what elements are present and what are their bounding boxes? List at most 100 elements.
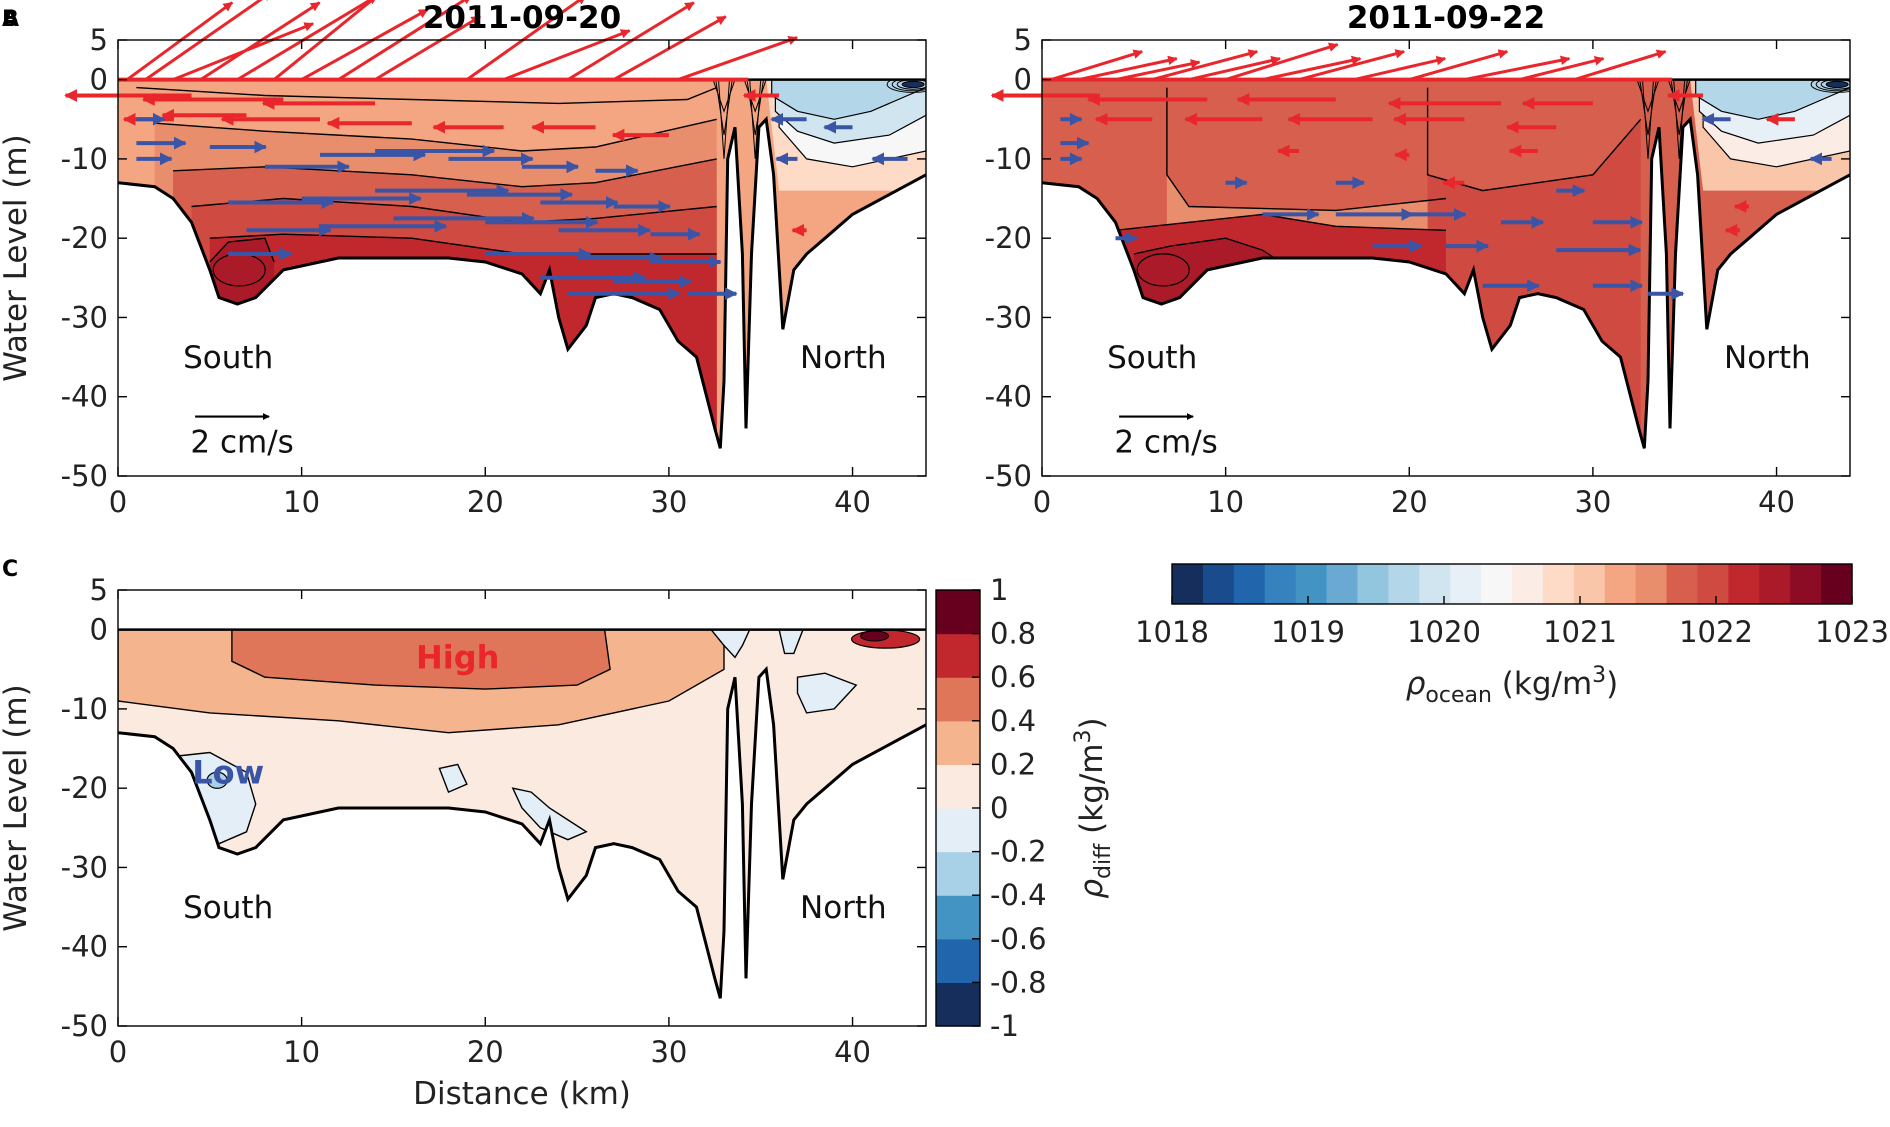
x-tick-label: 20	[467, 485, 504, 519]
velocity-scale-label: 2 cm/s	[1114, 425, 1217, 461]
x-tick-label: 40	[1758, 485, 1795, 519]
colorbar-swatch	[1542, 564, 1575, 604]
x-tick-label: 0	[109, 485, 127, 519]
velocity-arrow	[126, 1, 234, 81]
y-tick-label: -50	[985, 459, 1032, 493]
colorbar-swatch	[1357, 564, 1389, 604]
diff-high-core	[860, 630, 890, 642]
colorbar-swatch	[936, 808, 980, 853]
velocity-arrow	[1298, 49, 1406, 82]
velocity-arrow	[1050, 49, 1144, 82]
x-axis-label: Distance (km)	[413, 1076, 631, 1112]
velocity-arrow	[1353, 55, 1447, 82]
colorbar-swatch	[936, 895, 980, 940]
bottom-profile	[1041, 115, 1851, 449]
colorbar-tick-label: 1021	[1543, 615, 1617, 649]
density-contour	[209, 237, 275, 263]
colorbar-frame	[1171, 563, 1853, 605]
colorbar-tick-label: 0.4	[990, 704, 1036, 738]
y-tick-label: 5	[1014, 23, 1032, 57]
y-tick-label: -30	[985, 300, 1032, 334]
north-contour	[886, 79, 926, 93]
diff-colorbar: 1 0.8 0.6 0.4 0.2 0 -0.2 -0.4 -0.6 -0.8 -1 ρdiff (k…	[935, 573, 1116, 1043]
colorbar-swatch	[936, 938, 980, 983]
velocity-arrow	[1464, 55, 1571, 82]
velocity-arrow	[466, 0, 587, 81]
colorbar-swatch	[1326, 564, 1359, 604]
velocity-arrow	[1262, 55, 1362, 82]
colorbar-swatch	[1573, 564, 1606, 604]
region-label: North	[800, 890, 887, 926]
colorbar-tick-label: 0	[990, 791, 1008, 825]
low-label: Low	[192, 753, 264, 791]
velocity-arrow	[503, 29, 631, 81]
density-core	[1136, 253, 1190, 287]
colorbar-swatch	[936, 633, 980, 678]
region-label: South	[183, 890, 273, 926]
y-tick-label: -20	[985, 221, 1032, 255]
region-label: North	[1724, 340, 1811, 376]
velocity-arrow	[199, 1, 321, 81]
colorbar-tick-label: -0.8	[990, 965, 1047, 999]
colorbar-swatch	[1202, 564, 1235, 604]
density-contour	[209, 233, 717, 255]
velocity-arrow	[144, 0, 273, 81]
velocity-arrow	[1225, 42, 1339, 82]
velocity-arrow	[273, 0, 375, 81]
colorbar-swatch	[1821, 564, 1853, 604]
y-axis-label: Water Level (m)	[0, 134, 34, 382]
y-tick-label: -10	[985, 142, 1032, 176]
velocity-arrows	[990, 42, 1832, 301]
x-tick-label: 30	[650, 1035, 687, 1069]
colorbar-swatch	[1666, 564, 1699, 604]
colorbar-swatch	[936, 851, 980, 896]
y-axis: 5 0 -10 -20 -30 -40 -50	[61, 23, 926, 493]
colorbar-ticks: 1 0.8 0.6 0.4 0.2 0 -0.2 -0.4 -0.6 -0.8 -1	[972, 573, 1047, 1043]
high-label: High	[416, 638, 499, 676]
y-tick-label: -30	[61, 300, 108, 334]
colorbar-tick-label: -1	[990, 1009, 1019, 1043]
velocity-arrow	[236, 0, 379, 81]
y-tick-label: 5	[90, 23, 108, 57]
channel-contour	[1642, 79, 1654, 159]
colorbar-tick-label: 0.8	[990, 617, 1036, 651]
region-label: South	[183, 340, 273, 376]
y-tick-label: -50	[61, 1009, 108, 1043]
colorbar-swatch	[936, 720, 980, 765]
density-contour	[173, 158, 717, 188]
channel-contour	[1636, 79, 1660, 113]
colorbar-swatch	[1419, 564, 1451, 604]
y-tick-label: -20	[61, 771, 108, 805]
north-band	[771, 79, 926, 120]
y-tick-label: 0	[90, 63, 108, 97]
diff-low-region	[709, 629, 751, 659]
colorbar-tick-label: -0.2	[990, 835, 1047, 869]
north-band	[1695, 79, 1850, 120]
y-tick-label: -50	[61, 459, 108, 493]
x-axis: 0 10 20 30 40	[109, 590, 871, 1069]
colorbar-swatch	[1295, 564, 1328, 604]
north-contour	[1820, 79, 1850, 90]
y-tick-label: 5	[90, 573, 108, 607]
y-tick-label: 0	[90, 613, 108, 647]
velocity-arrow	[300, 8, 429, 81]
region-label: South	[1107, 340, 1197, 376]
y-tick-label: 0	[1014, 63, 1032, 97]
channel-contour	[749, 79, 762, 159]
channel-contour	[1673, 79, 1686, 159]
panel-letter: C	[2, 557, 18, 582]
velocity-scale-label: 2 cm/s	[190, 425, 293, 461]
diff-low-region	[511, 787, 588, 841]
colorbar-swatch	[1264, 564, 1297, 604]
velocity-arrow	[677, 35, 799, 82]
x-tick-label: 10	[283, 1035, 320, 1069]
colorbar-swatch	[1604, 564, 1637, 604]
x-tick-label: 0	[1033, 485, 1051, 519]
bottom-profile	[117, 665, 927, 999]
velocity-arrow	[613, 15, 727, 81]
y-tick-label: -40	[61, 930, 108, 964]
channel-contour	[715, 79, 733, 136]
x-axis: 0 10 20 30 40	[1033, 40, 1795, 519]
bottom-profile	[117, 115, 927, 449]
